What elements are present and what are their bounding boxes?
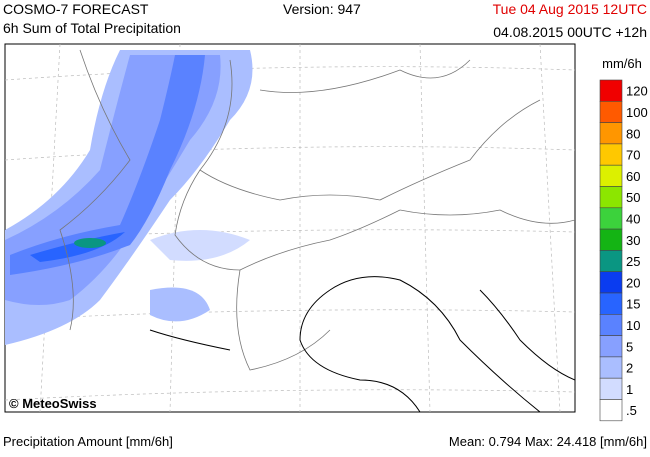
legend-swatch	[599, 143, 623, 166]
legend-label: 50	[626, 190, 640, 205]
legend-swatch	[599, 313, 623, 336]
version: Version: 947	[283, 1, 361, 17]
mean-label: Mean:	[449, 434, 485, 449]
max-value: 24.418	[557, 434, 597, 449]
legend-swatch	[599, 79, 623, 102]
legend-swatch	[599, 399, 623, 422]
legend-swatch	[599, 335, 623, 358]
legend-swatch	[599, 186, 623, 209]
legend-swatch	[599, 164, 623, 187]
legend-label: 120	[626, 84, 648, 99]
max-label: Max:	[525, 434, 553, 449]
legend-swatch	[599, 377, 623, 400]
legend-label: 15	[626, 297, 640, 312]
legend-label: 10	[626, 318, 640, 333]
legend-unit: mm/6h	[602, 56, 642, 71]
run-time: 04.08.2015 00UTC +12h	[493, 24, 647, 40]
legend-label: .5	[626, 403, 637, 418]
legend-swatch	[599, 271, 623, 294]
valid-time: Tue 04 Aug 2015 12UTC	[493, 1, 647, 17]
legend-label: 5	[626, 339, 633, 354]
legend-swatch	[599, 207, 623, 230]
map: © MeteoSwiss	[4, 43, 576, 413]
footer-left: Precipitation Amount [mm/6h]	[3, 434, 173, 449]
legend-label: 60	[626, 169, 640, 184]
footer-stats: Mean: 0.794 Max: 24.418 [mm/6h]	[449, 434, 647, 449]
legend-label: 25	[626, 254, 640, 269]
legend-swatch	[599, 122, 623, 145]
legend-label: 20	[626, 275, 640, 290]
legend-label: 70	[626, 148, 640, 163]
mean-value: 0.794	[489, 434, 522, 449]
legend-swatch	[599, 292, 623, 315]
credit: © MeteoSwiss	[9, 396, 97, 411]
legend-label: 100	[626, 105, 648, 120]
legend: 120 100 80 70 60 50 40 30 25 20 15 10 5 2 1 .5	[599, 79, 648, 422]
product-title: 6h Sum of Total Precipitation	[3, 20, 181, 36]
legend-label: 30	[626, 233, 640, 248]
legend-swatch	[599, 228, 623, 251]
legend-swatch	[599, 250, 623, 272]
legend-swatch	[599, 356, 623, 379]
legend-label: 2	[626, 361, 633, 376]
precipitation	[5, 50, 253, 345]
legend-label: 80	[626, 126, 640, 141]
legend-label: 1	[626, 382, 633, 397]
unit: [mm/6h]	[600, 434, 647, 449]
legend-swatch	[599, 101, 623, 123]
legend-label: 40	[626, 211, 640, 226]
model-title: COSMO-7 FORECAST	[3, 1, 149, 17]
